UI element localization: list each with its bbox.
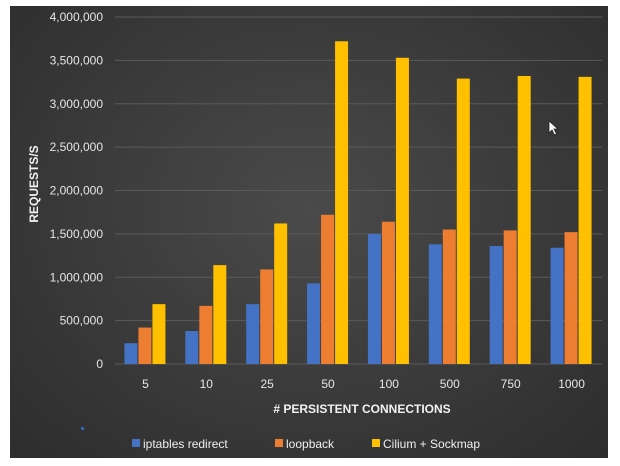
legend-swatch <box>372 439 380 447</box>
bar-loopback-50 <box>321 214 335 364</box>
bar-loopback-10 <box>199 305 213 364</box>
bar-iptables-redirect-1000 <box>550 247 564 364</box>
x-tick-label: 500 <box>440 377 460 391</box>
bar-cilium-sockmap-25 <box>274 223 288 364</box>
legend-swatch <box>132 439 140 447</box>
bar-iptables-redirect-100 <box>367 233 381 364</box>
bar-loopback-5 <box>138 327 152 364</box>
bar-cilium-sockmap-750 <box>517 75 531 365</box>
bars <box>124 41 592 365</box>
bar-chart: 0 500,000 1,000,000 1,500,000 2,000,000 2,500… <box>27 10 602 451</box>
x-tick-label: 100 <box>379 377 399 391</box>
y-tick-label: 500,000 <box>60 314 104 328</box>
grid-lines <box>115 16 602 365</box>
legend-label: iptables redirect <box>143 437 228 451</box>
bar-loopback-100 <box>381 221 395 364</box>
bar-cilium-sockmap-500 <box>456 78 470 364</box>
x-tick-label: 750 <box>501 377 521 391</box>
bar-cilium-sockmap-50 <box>335 41 349 364</box>
x-tick-label: 25 <box>261 377 275 391</box>
bar-iptables-redirect-50 <box>307 283 321 364</box>
x-tick-label: 5 <box>142 377 149 391</box>
bar-cilium-sockmap-1000 <box>578 76 592 365</box>
y-tick-label: 3,000,000 <box>50 97 104 111</box>
y-axis-title: REQUESTS/S <box>27 145 41 222</box>
x-tick-label: 1000 <box>558 377 585 391</box>
bar-loopback-500 <box>442 229 456 364</box>
x-tick-label: 10 <box>200 377 214 391</box>
y-tick-label: 2,500,000 <box>50 140 104 154</box>
bar-iptables-redirect-500 <box>428 244 442 364</box>
bar-loopback-750 <box>503 230 517 364</box>
y-axis-ticks: 0 500,000 1,000,000 1,500,000 2,000,000 2,500… <box>50 10 104 371</box>
bar-cilium-sockmap-100 <box>395 57 409 365</box>
bar-iptables-redirect-10 <box>185 331 199 364</box>
dot-marker <box>81 427 84 430</box>
bar-cilium-sockmap-10 <box>213 265 227 364</box>
bar-cilium-sockmap-5 <box>152 304 166 364</box>
bar-iptables-redirect-25 <box>246 304 260 364</box>
y-tick-label: 2,000,000 <box>50 184 104 198</box>
x-axis-ticks: 5 10 25 50 100 500 750 1000 <box>142 377 585 391</box>
legend-label: Cilium + Sockmap <box>383 437 480 451</box>
bar-loopback-1000 <box>564 232 578 364</box>
y-tick-label: 0 <box>96 357 103 371</box>
x-tick-label: 50 <box>321 377 335 391</box>
legend: iptables redirect loopback Cilium + Sockma… <box>132 437 480 451</box>
legend-swatch <box>275 439 283 447</box>
bar-iptables-redirect-750 <box>489 246 503 364</box>
legend-label: loopback <box>286 437 335 451</box>
bar-iptables-redirect-5 <box>124 343 138 364</box>
x-axis-title: # PERSISTENT CONNECTIONS <box>273 402 450 416</box>
bar-loopback-25 <box>260 269 274 364</box>
y-tick-label: 1,000,000 <box>50 270 104 284</box>
y-tick-label: 1,500,000 <box>50 227 104 241</box>
y-tick-label: 4,000,000 <box>50 10 104 24</box>
y-tick-label: 3,500,000 <box>50 53 104 67</box>
chart-frame: 0 500,000 1,000,000 1,500,000 2,000,000 2,500… <box>10 6 608 458</box>
mouse-cursor-icon <box>548 120 559 136</box>
